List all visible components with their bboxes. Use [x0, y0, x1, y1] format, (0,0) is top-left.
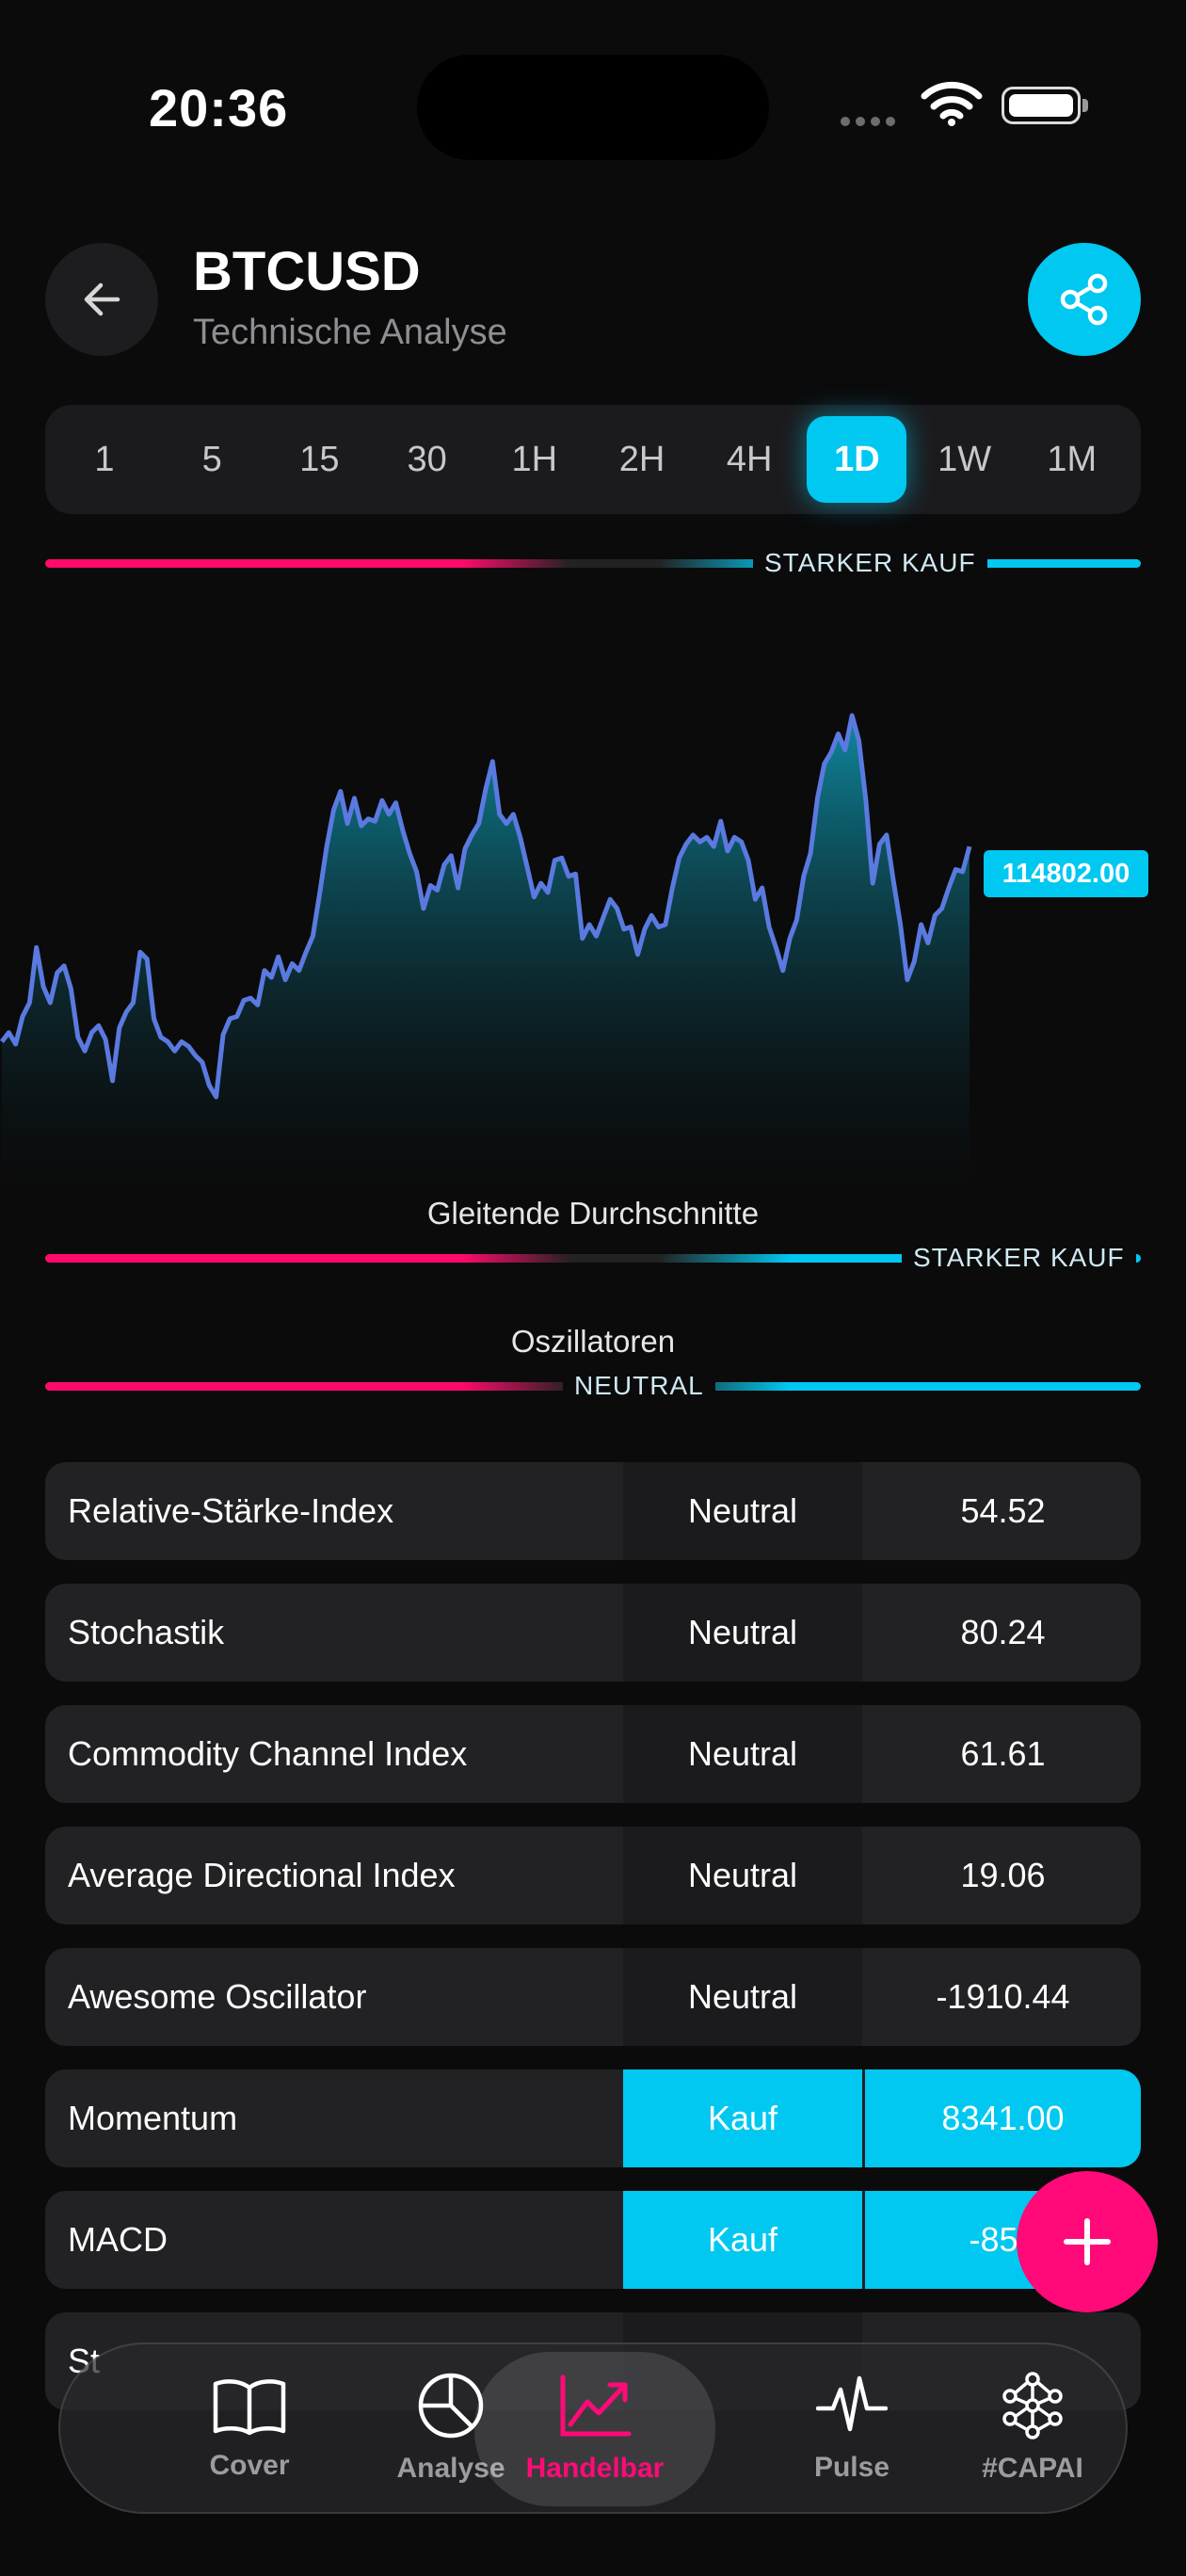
indicator-value: 80.24	[960, 1613, 1046, 1651]
indicator-row[interactable]: MACD Kauf -850	[45, 2191, 1141, 2289]
battery-icon	[1002, 87, 1081, 124]
indicator-signal: Neutral	[623, 1462, 862, 1560]
indicator-name: Relative-Stärke-Index	[68, 1491, 394, 1530]
indicator-row[interactable]: Average Directional Index Neutral 19.06	[45, 1827, 1141, 1924]
moving-averages-label: STARKER KAUF	[902, 1239, 1136, 1277]
nav-label-analyse: Analyse	[396, 2453, 505, 2484]
indicator-signal: Neutral	[623, 1948, 862, 2046]
add-button[interactable]	[1017, 2171, 1158, 2312]
indicator-value: 8341.00	[865, 2069, 1141, 2167]
nav-label-pulse: Pulse	[813, 2452, 890, 2483]
chart-area	[2, 716, 970, 1186]
wifi-icon	[921, 81, 983, 126]
timeframe-5[interactable]: 5	[201, 439, 222, 479]
timeframe-1w[interactable]: 1W	[938, 439, 992, 479]
nav-label-handelbar: Handelbar	[525, 2453, 665, 2484]
chart-line	[0, 713, 972, 1100]
back-button[interactable]	[45, 243, 158, 356]
nav-item-analyse[interactable]: Analyse	[352, 2344, 550, 2512]
indicator-name: Stochastik	[68, 1613, 225, 1651]
status-time: 20:36	[149, 78, 289, 137]
nav-item-cover[interactable]: Cover	[151, 2344, 348, 2512]
price-chart[interactable]	[0, 659, 1186, 1186]
share-icon	[1060, 273, 1108, 326]
timeframe-1d[interactable]: 1D	[807, 416, 907, 503]
signal-dots-icon	[841, 117, 895, 126]
indicator-value: 61.61	[960, 1734, 1046, 1773]
moving-averages-title: Gleitende Durchschnitte	[426, 1196, 760, 1231]
timeframe-1m[interactable]: 1M	[1047, 439, 1098, 479]
indicator-name: Commodity Channel Index	[68, 1734, 468, 1773]
oscillators-title: Oszillatoren	[510, 1324, 676, 1359]
indicator-name: Awesome Oscillator	[68, 1977, 367, 2016]
nav-item-handelbar[interactable]: Handelbar	[474, 2352, 715, 2506]
indicator-name: Average Directional Index	[68, 1856, 456, 1894]
nav-item-capai[interactable]: #CAPAI	[934, 2344, 1131, 2512]
indicator-row[interactable]: Awesome Oscillator Neutral -1910.44	[45, 1948, 1141, 2046]
indicator-name: MACD	[68, 2220, 168, 2259]
pulse-icon	[816, 2375, 888, 2432]
summary-gauge	[45, 559, 1141, 568]
indicator-signal: Kauf	[623, 2069, 862, 2167]
indicator-value: 54.52	[960, 1491, 1046, 1530]
indicator-row[interactable]: Relative-Stärke-Index Neutral 54.52	[45, 1462, 1141, 1560]
oscillators-label: NEUTRAL	[563, 1367, 715, 1405]
indicator-signal: Kauf	[623, 2191, 862, 2289]
book-icon	[213, 2379, 286, 2436]
bottom-nav: Cover Analyse Handelbar Pulse #CAPA	[58, 2343, 1128, 2514]
timeframe-1[interactable]: 1	[94, 439, 115, 479]
indicator-signal: Neutral	[623, 1584, 862, 1682]
indicator-row[interactable]: Stochastik Neutral 80.24	[45, 1584, 1141, 1682]
battery-tip	[1082, 99, 1088, 112]
moving-averages-gauge	[45, 1254, 1141, 1263]
summary-label: STARKER KAUF	[753, 544, 987, 582]
page-title: BTCUSD	[193, 241, 421, 302]
indicator-row[interactable]: Momentum Kauf 8341.00	[45, 2069, 1141, 2167]
page-subtitle: Technische Analyse	[193, 313, 507, 352]
nav-label-cover: Cover	[209, 2450, 290, 2481]
plus-icon	[1064, 2218, 1111, 2265]
indicator-signal: Neutral	[623, 1705, 862, 1803]
timeframe-4h[interactable]: 4H	[726, 439, 773, 479]
indicator-value: 19.06	[960, 1856, 1046, 1894]
timeframe-2h[interactable]: 2H	[618, 439, 665, 479]
indicator-signal: Neutral	[623, 1827, 862, 1924]
timeframe-selector: 1 5 15 30 1H 2H 4H 1D 1W 1M	[45, 405, 1141, 514]
arrow-left-icon	[84, 282, 120, 316]
timeframe-1h[interactable]: 1H	[511, 439, 558, 479]
network-icon	[1002, 2372, 1063, 2439]
nav-item-pulse[interactable]: Pulse	[753, 2344, 951, 2512]
pie-chart-icon	[418, 2373, 484, 2439]
timeframe-30[interactable]: 30	[407, 439, 447, 479]
dynamic-island	[417, 55, 769, 160]
indicator-value: -1910.44	[936, 1977, 1070, 2016]
indicator-row[interactable]: Commodity Channel Index Neutral 61.61	[45, 1705, 1141, 1803]
trend-chart-icon	[560, 2375, 632, 2437]
nav-label-capai: #CAPAI	[982, 2453, 1083, 2484]
last-price-label: 114802.00	[984, 850, 1148, 897]
share-button[interactable]	[1028, 243, 1141, 356]
timeframe-15[interactable]: 15	[299, 439, 340, 479]
indicator-name: Momentum	[68, 2099, 238, 2137]
